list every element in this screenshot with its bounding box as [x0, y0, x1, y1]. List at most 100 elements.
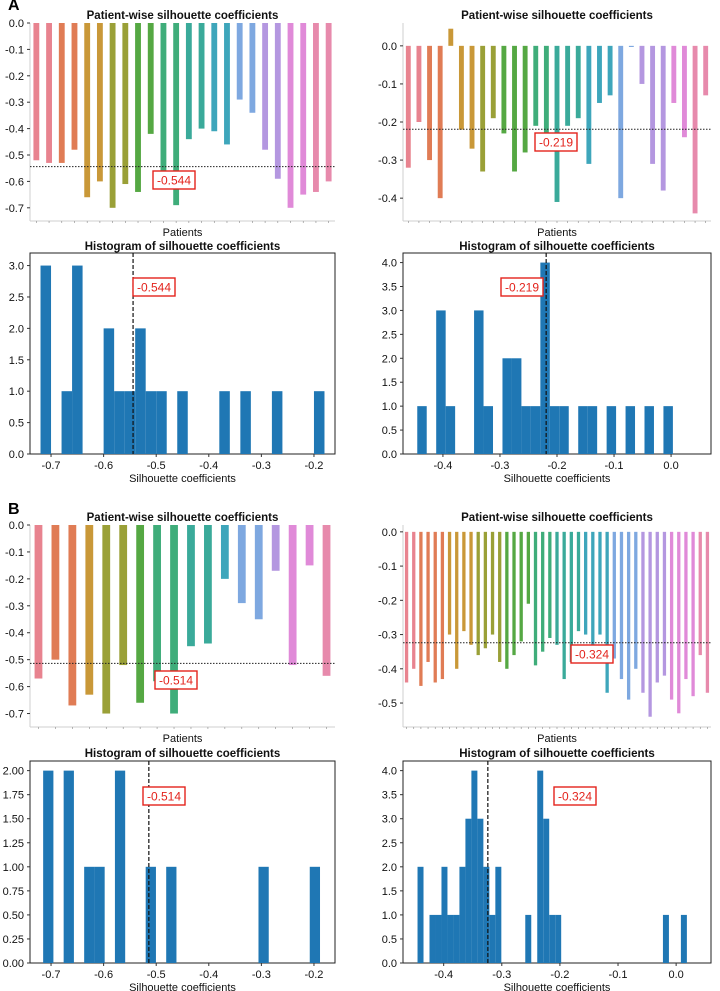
- bar: [325, 23, 332, 182]
- bar: [512, 45, 517, 172]
- bar: [671, 45, 677, 103]
- y-tick-label: 0.75: [3, 886, 24, 898]
- y-tick-label: 1.00: [3, 862, 24, 874]
- hist-bar: [441, 866, 448, 963]
- bar: [569, 531, 573, 662]
- bar: [660, 45, 666, 191]
- mean-annotation-box: [152, 170, 196, 190]
- bar: [85, 525, 94, 695]
- y-tick-label: 0.0: [9, 18, 24, 30]
- y-tick-label: 2.0: [382, 353, 397, 365]
- bar: [598, 531, 602, 635]
- bar: [480, 45, 486, 172]
- bar: [575, 45, 581, 119]
- hist-bar: [429, 914, 436, 963]
- hist-bar: [103, 328, 115, 454]
- x-tick-label: -0.3: [492, 969, 511, 981]
- bar: [271, 525, 280, 571]
- bar: [626, 531, 631, 700]
- chart-title: Histogram of silhouette coefficients: [459, 748, 655, 760]
- bar: [46, 23, 52, 163]
- y-tick-label: 1.5: [9, 355, 24, 367]
- bar: [412, 531, 416, 669]
- bar: [703, 45, 709, 96]
- bar: [211, 23, 218, 132]
- hist-bar: [114, 391, 125, 454]
- chart-title: Patient-wise silhouette coefficients: [461, 512, 653, 524]
- hist-bar: [436, 310, 446, 454]
- hist-bar: [445, 406, 456, 454]
- x-tick-label: -0.4: [199, 969, 218, 981]
- bar: [254, 525, 263, 620]
- x-axis-label: Silhouette coefficients: [129, 982, 236, 991]
- hist-bar: [680, 914, 687, 963]
- y-tick-label: 0.00: [3, 958, 24, 970]
- hist-bar: [177, 391, 188, 454]
- x-tick-label: -0.7: [42, 969, 61, 981]
- bar: [512, 531, 516, 656]
- bar: [160, 23, 167, 182]
- hist-bar: [644, 406, 654, 454]
- bar: [84, 23, 91, 198]
- hist-bar: [606, 406, 617, 454]
- x-tick-label: -0.3: [252, 460, 271, 472]
- y-tick-label: 0.50: [3, 910, 24, 922]
- bar: [405, 45, 411, 168]
- bar: [705, 531, 710, 693]
- bar: [288, 525, 297, 666]
- bar: [469, 45, 475, 149]
- bar: [555, 531, 559, 645]
- y-tick-label: -0.4: [5, 124, 24, 136]
- x-tick-label: -0.5: [147, 460, 166, 472]
- hist-bar: [40, 265, 52, 454]
- hist-bar: [511, 358, 522, 454]
- bar: [548, 531, 552, 638]
- mean-annotation-box: [154, 670, 198, 690]
- bar: [153, 525, 161, 682]
- chart-title: Histogram of silhouette coefficients: [85, 241, 281, 253]
- bar: [634, 531, 638, 669]
- bar: [619, 531, 624, 680]
- bar: [448, 28, 454, 46]
- x-tick-label: -0.2: [304, 460, 323, 472]
- y-tick-label: 0.0: [9, 520, 24, 532]
- hist-bar: [521, 406, 531, 454]
- bar: [533, 531, 538, 666]
- bar: [300, 23, 307, 195]
- bar: [102, 525, 111, 714]
- hist-bar: [258, 866, 269, 963]
- bar: [533, 45, 539, 126]
- bar: [220, 525, 229, 579]
- x-tick-label: 0.0: [668, 969, 683, 981]
- plot-frame: [29, 760, 336, 964]
- bar: [135, 23, 141, 192]
- y-tick-label: 1.50: [3, 814, 24, 826]
- bar: [119, 525, 128, 666]
- y-tick-label: 3.0: [9, 261, 24, 273]
- hist-bar: [453, 914, 460, 963]
- bar: [684, 531, 688, 680]
- hist-bar: [537, 770, 544, 963]
- bar: [591, 531, 595, 649]
- x-axis-label: Patients: [537, 227, 577, 239]
- bar: [641, 531, 645, 693]
- x-tick-label: -0.4: [199, 460, 218, 472]
- bar: [51, 525, 60, 660]
- mean-annotation-label: -0.324: [558, 790, 592, 804]
- bar: [677, 531, 681, 714]
- hist-bar: [61, 391, 73, 454]
- hist-bar: [84, 866, 95, 963]
- bar: [109, 23, 116, 208]
- mean-annotation-box: [553, 786, 597, 806]
- bar: [187, 525, 195, 647]
- bar: [404, 531, 409, 683]
- hist-bar: [271, 391, 283, 454]
- mean-annotation-label: -0.544: [157, 174, 191, 188]
- y-tick-label: 0.0: [382, 958, 397, 970]
- y-tick-label: -0.6: [5, 176, 24, 188]
- hist-bar: [447, 914, 454, 963]
- y-tick-label: 0.0: [382, 527, 397, 539]
- x-tick-label: 0.0: [663, 460, 678, 472]
- x-axis-label: Patients: [537, 733, 577, 745]
- y-tick-label: 2.5: [9, 292, 24, 304]
